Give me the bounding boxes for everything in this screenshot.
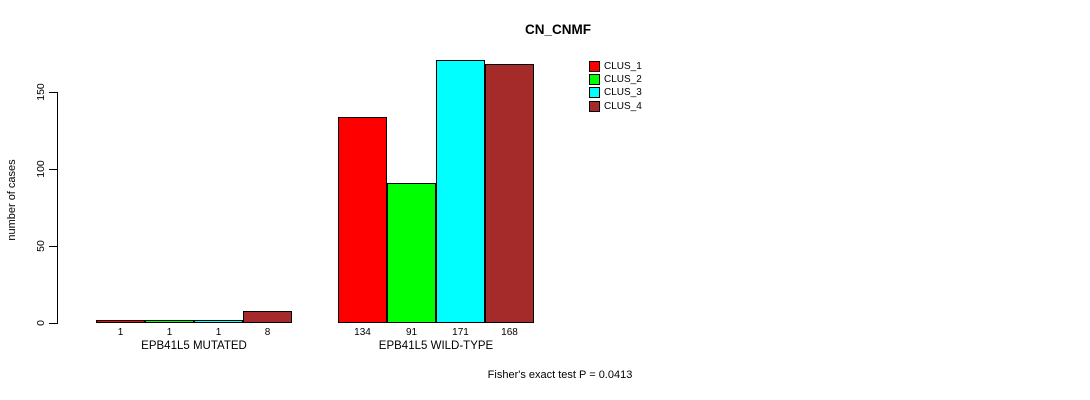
legend-row: CLUS_2: [589, 73, 642, 86]
group-label: EPB41L5 WILD-TYPE: [378, 340, 494, 352]
legend-label: CLUS_4: [604, 100, 642, 112]
y-axis-tick: [49, 169, 57, 170]
bar-value-label: 1: [215, 327, 222, 338]
bar-clus_4-wild-type: [485, 64, 534, 323]
bar-clus_2-wild-type: [387, 183, 436, 323]
legend: CLUS_1 CLUS_2 CLUS_3 CLUS_4: [589, 60, 642, 113]
legend-swatch-clus-1-icon: [589, 61, 600, 73]
statistical-test-annotation: Fisher's exact test P = 0.0413: [487, 369, 633, 381]
legend-row: CLUS_1: [589, 60, 642, 73]
bar-clus_4-mutated: [243, 311, 292, 323]
legend-swatch-clus-4-icon: [589, 100, 600, 112]
legend-row: CLUS_3: [589, 86, 642, 99]
y-axis-tick-label: 0: [35, 320, 47, 326]
legend-swatch-clus-2-icon: [589, 74, 600, 86]
bar-clus_3-mutated: [194, 320, 243, 323]
bar-clus_2-mutated: [145, 320, 194, 323]
y-axis-tick: [49, 323, 57, 324]
legend-swatch-clus-3-icon: [589, 87, 600, 99]
bar-value-label: 171: [452, 327, 469, 338]
y-axis-tick: [49, 92, 57, 93]
y-axis-tick: [49, 246, 57, 247]
bar-value-label: 91: [405, 327, 418, 338]
legend-label: CLUS_3: [604, 87, 642, 99]
bar-value-label: 1: [166, 327, 173, 338]
bar-clus_1-wild-type: [338, 117, 387, 323]
chart-title: CN_CNMF: [525, 22, 591, 37]
bar-value-label: 1: [117, 327, 124, 338]
y-axis-tick-label: 100: [35, 160, 47, 178]
legend-label: CLUS_1: [604, 61, 642, 73]
y-axis-tick-label: 150: [35, 83, 47, 101]
bar-value-label: 168: [501, 327, 518, 338]
legend-row: CLUS_4: [589, 100, 642, 113]
y-axis-line: [57, 92, 58, 324]
bar-clus_3-wild-type: [436, 60, 485, 323]
bar-value-label: 8: [264, 327, 271, 338]
bar-clus_1-mutated: [96, 320, 145, 323]
bar-value-label: 134: [354, 327, 371, 338]
y-axis-tick-label: 50: [35, 240, 47, 252]
legend-label: CLUS_2: [604, 74, 642, 86]
group-label: EPB41L5 MUTATED: [141, 340, 247, 352]
